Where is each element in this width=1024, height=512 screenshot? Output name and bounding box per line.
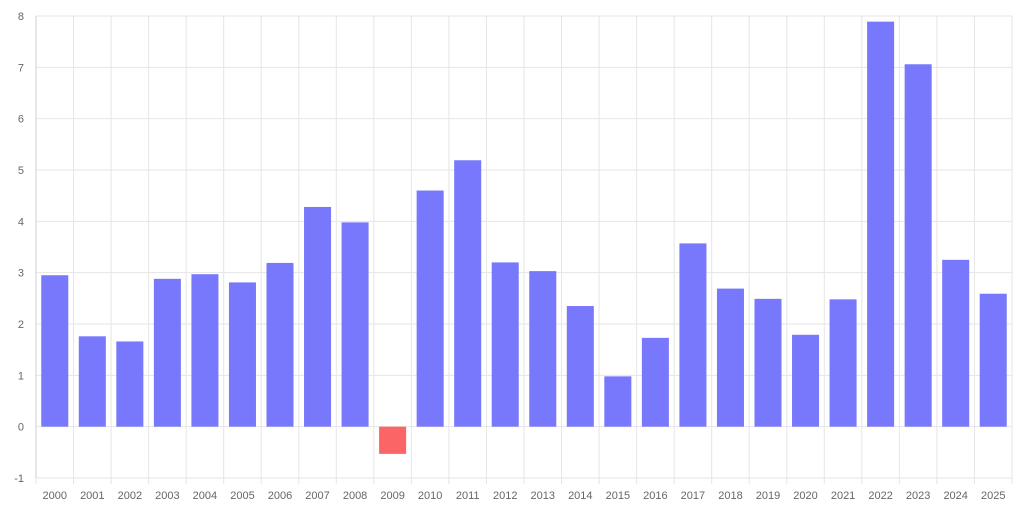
bar-2004 [191,274,219,427]
x-axis-tick-labels: 2000 2001 2002 2003 2004 2005 2006 2007 2008 2009… [43,490,1006,502]
x-tick-label: 2025 [981,490,1005,502]
bar-2010 [416,190,444,427]
bar-2008 [341,222,369,427]
x-tick-label: 2003 [155,490,179,502]
x-tick-label: 2001 [80,490,104,502]
y-tick-label: 4 [18,216,24,228]
x-tick-label: 2024 [943,490,967,502]
y-axis-tick-labels: -1 0 1 2 3 4 5 6 7 8 [14,11,24,485]
x-tick-label: 2022 [868,490,892,502]
bar-2023 [904,64,932,427]
grid [35,15,1013,484]
bar-2013 [529,271,557,427]
x-tick-label: 2015 [606,490,630,502]
y-tick-label: 7 [18,62,24,74]
bar-2022 [867,21,895,427]
bar-2006 [266,262,294,427]
bars [41,21,1007,454]
x-tick-label: 2013 [531,490,555,502]
y-tick-label: 3 [18,268,24,280]
x-tick-label: 2009 [380,490,404,502]
y-tick-label: -1 [14,473,24,485]
bar-2016 [641,337,669,427]
x-tick-label: 2006 [268,490,292,502]
bar-2005 [228,282,256,427]
y-tick-label: 0 [18,422,24,434]
y-tick-label: 8 [18,11,24,23]
bar-2011 [454,160,482,427]
bar-2012 [491,262,519,427]
x-tick-label: 2012 [493,490,517,502]
y-tick-label: 1 [18,370,24,382]
y-tick-label: 2 [18,319,24,331]
bar-2018 [716,288,744,427]
bar-2020 [792,334,820,427]
bar-2024 [942,259,970,427]
x-tick-label: 2023 [906,490,930,502]
bar-2019 [754,298,782,427]
bar-2003 [153,278,181,427]
x-tick-label: 2005 [230,490,254,502]
bar-2002 [116,341,144,427]
x-tick-label: 2000 [43,490,67,502]
bar-2017 [679,243,707,427]
x-tick-label: 2004 [193,490,217,502]
bar-2021 [829,299,857,427]
y-tick-label: 5 [18,165,24,177]
bar-2015 [604,376,632,427]
bar-2025 [979,293,1007,427]
bar-2014 [566,306,594,427]
bar-2000 [41,275,69,427]
x-tick-label: 2010 [418,490,442,502]
x-tick-label: 2020 [793,490,817,502]
bar-2007 [304,206,332,427]
x-tick-label: 2016 [643,490,667,502]
y-tick-label: 6 [18,114,24,126]
x-tick-label: 2014 [568,490,592,502]
bar-2001 [78,336,106,427]
x-tick-label: 2008 [343,490,367,502]
bar-2009 [379,426,407,454]
x-tick-label: 2011 [456,490,480,502]
x-tick-label: 2002 [118,490,142,502]
x-tick-label: 2017 [681,490,705,502]
x-tick-label: 2021 [831,490,855,502]
x-tick-label: 2018 [718,490,742,502]
x-tick-label: 2019 [756,490,780,502]
x-tick-label: 2007 [305,490,329,502]
